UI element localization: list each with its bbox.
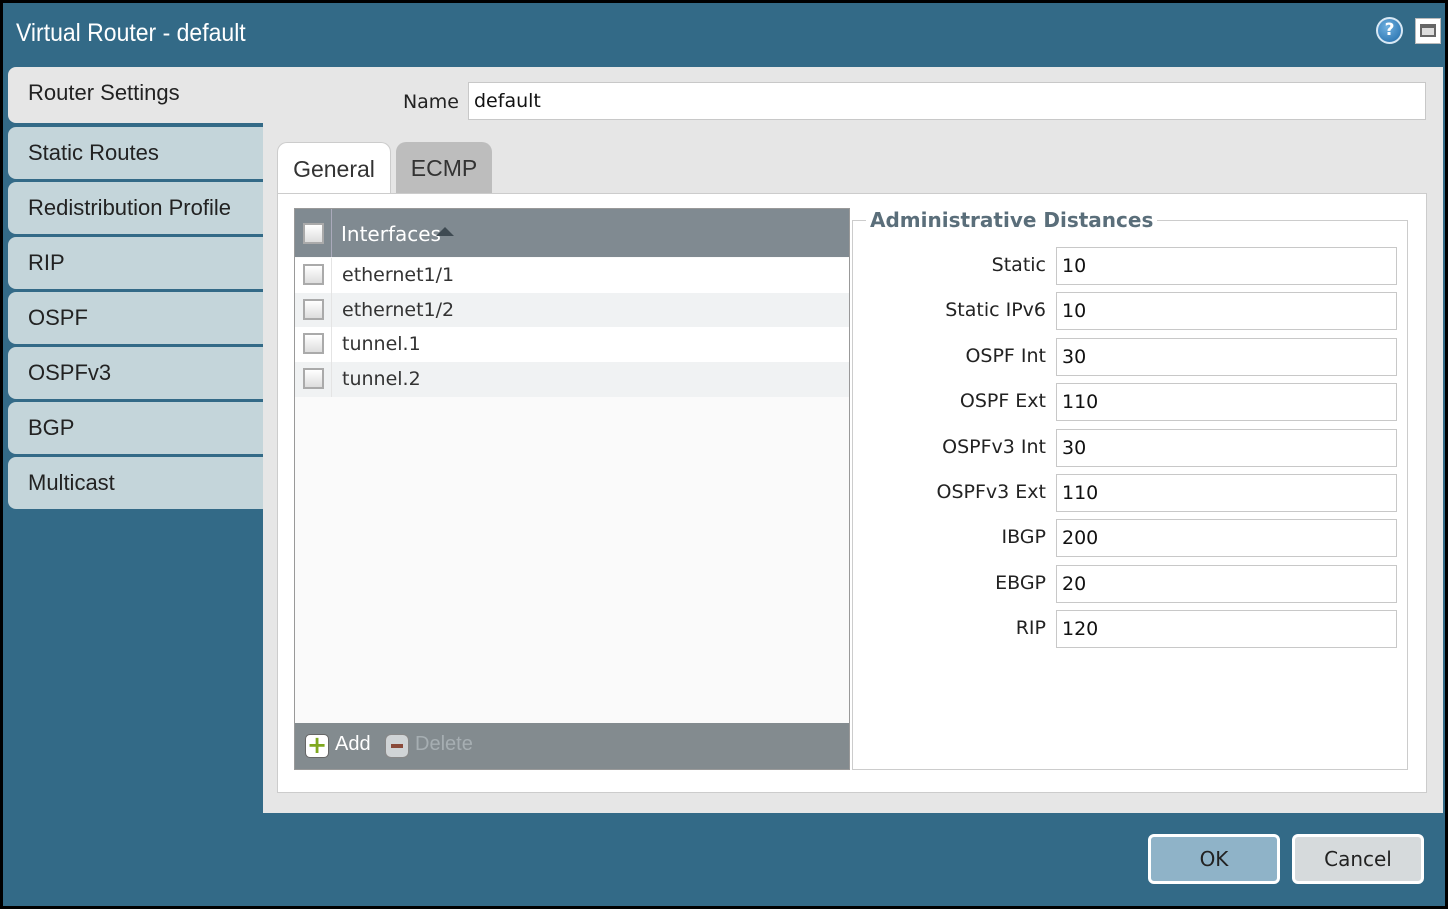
tab-general[interactable]: General bbox=[277, 142, 391, 195]
delete-icon bbox=[385, 734, 409, 758]
ebgp-label: EBGP bbox=[995, 571, 1046, 594]
ibgp-distance-input[interactable]: 200 bbox=[1056, 519, 1397, 558]
main-panel: Name default General ECMP Interfaces eth… bbox=[263, 67, 1443, 813]
name-input[interactable]: default bbox=[468, 82, 1426, 120]
row-checkbox[interactable] bbox=[303, 333, 324, 354]
static-ipv6-distance-input[interactable]: 10 bbox=[1056, 292, 1397, 331]
name-label: Name bbox=[402, 91, 459, 113]
delete-button: Delete bbox=[415, 733, 473, 755]
virtual-router-dialog: Virtual Router - default ? Router Settin… bbox=[3, 3, 1445, 906]
ebgp-distance-input[interactable]: 20 bbox=[1056, 564, 1397, 603]
divider bbox=[331, 361, 332, 397]
sidebar-item-multicast[interactable]: Multicast bbox=[8, 457, 263, 509]
divider bbox=[331, 209, 332, 257]
rip-distance-input[interactable]: 120 bbox=[1056, 610, 1397, 649]
sidebar-item-static-routes[interactable]: Static Routes bbox=[8, 127, 263, 179]
ospfv3-ext-label: OSPFv3 Ext bbox=[936, 481, 1046, 503]
static-label: Static bbox=[991, 254, 1046, 276]
sidebar-item-rip[interactable]: RIP bbox=[8, 237, 263, 289]
row-checkbox[interactable] bbox=[303, 298, 324, 320]
sidebar-item-router-settings[interactable]: Router Settings bbox=[8, 67, 263, 123]
grid-toolbar: + Add Delete bbox=[295, 723, 849, 769]
interfaces-column-header[interactable]: Interfaces bbox=[341, 222, 441, 246]
rip-label: RIP bbox=[1015, 617, 1046, 640]
ospf-int-distance-input[interactable]: 30 bbox=[1056, 337, 1397, 376]
ospf-ext-distance-input[interactable]: 110 bbox=[1056, 383, 1397, 422]
sidebar-item-bgp[interactable]: BGP bbox=[8, 402, 263, 454]
sort-ascending-icon[interactable] bbox=[436, 227, 454, 236]
divider bbox=[331, 292, 332, 328]
static-distance-input[interactable]: 10 bbox=[1056, 247, 1397, 285]
add-icon[interactable]: + bbox=[305, 731, 329, 759]
ospfv3-int-label: OSPFv3 Int bbox=[942, 435, 1046, 458]
sidebar-item-ospfv3[interactable]: OSPFv3 bbox=[8, 347, 263, 399]
table-row[interactable]: ethernet1/1 bbox=[295, 258, 849, 293]
admin-distances-title: Administrative Distances bbox=[866, 208, 1158, 232]
tab-ecmp[interactable]: ECMP bbox=[396, 142, 492, 194]
static-ipv6-label: Static IPv6 bbox=[945, 299, 1046, 322]
table-row[interactable]: ethernet1/2 bbox=[295, 292, 849, 328]
divider bbox=[331, 327, 332, 362]
interface-name: ethernet1/1 bbox=[342, 264, 455, 286]
ospf-ext-label: OSPF Ext bbox=[959, 390, 1046, 413]
table-row[interactable]: tunnel.1 bbox=[295, 327, 849, 362]
interface-name: tunnel.2 bbox=[342, 367, 421, 390]
cancel-button[interactable]: Cancel bbox=[1292, 834, 1424, 884]
ospf-int-label: OSPF Int bbox=[965, 344, 1046, 367]
interface-name: ethernet1/2 bbox=[342, 298, 455, 321]
ospfv3-int-distance-input[interactable]: 30 bbox=[1056, 428, 1397, 467]
sidebar-item-ospf[interactable]: OSPF bbox=[8, 292, 263, 344]
interface-name: tunnel.1 bbox=[342, 333, 421, 355]
ibgp-label: IBGP bbox=[1001, 526, 1047, 549]
row-checkbox[interactable] bbox=[303, 264, 324, 285]
select-all-checkbox[interactable] bbox=[303, 223, 324, 244]
maximize-icon[interactable] bbox=[1415, 18, 1441, 44]
table-row[interactable]: tunnel.2 bbox=[295, 361, 849, 397]
dialog-title: Virtual Router - default bbox=[16, 19, 246, 47]
help-icon[interactable]: ? bbox=[1376, 17, 1403, 44]
add-button[interactable]: Add bbox=[335, 733, 371, 755]
divider bbox=[331, 258, 332, 293]
ok-button[interactable]: OK bbox=[1148, 834, 1280, 884]
general-panel: Interfaces ethernet1/1 ethernet1/2 tunnel.… bbox=[277, 193, 1427, 793]
interfaces-grid: Interfaces ethernet1/1 ethernet1/2 tunnel.… bbox=[294, 208, 850, 770]
grid-header: Interfaces bbox=[295, 209, 849, 257]
ospfv3-ext-distance-input[interactable]: 110 bbox=[1056, 474, 1397, 512]
row-checkbox[interactable] bbox=[303, 367, 324, 389]
sidebar-item-redistribution-profile[interactable]: Redistribution Profile bbox=[8, 182, 263, 234]
